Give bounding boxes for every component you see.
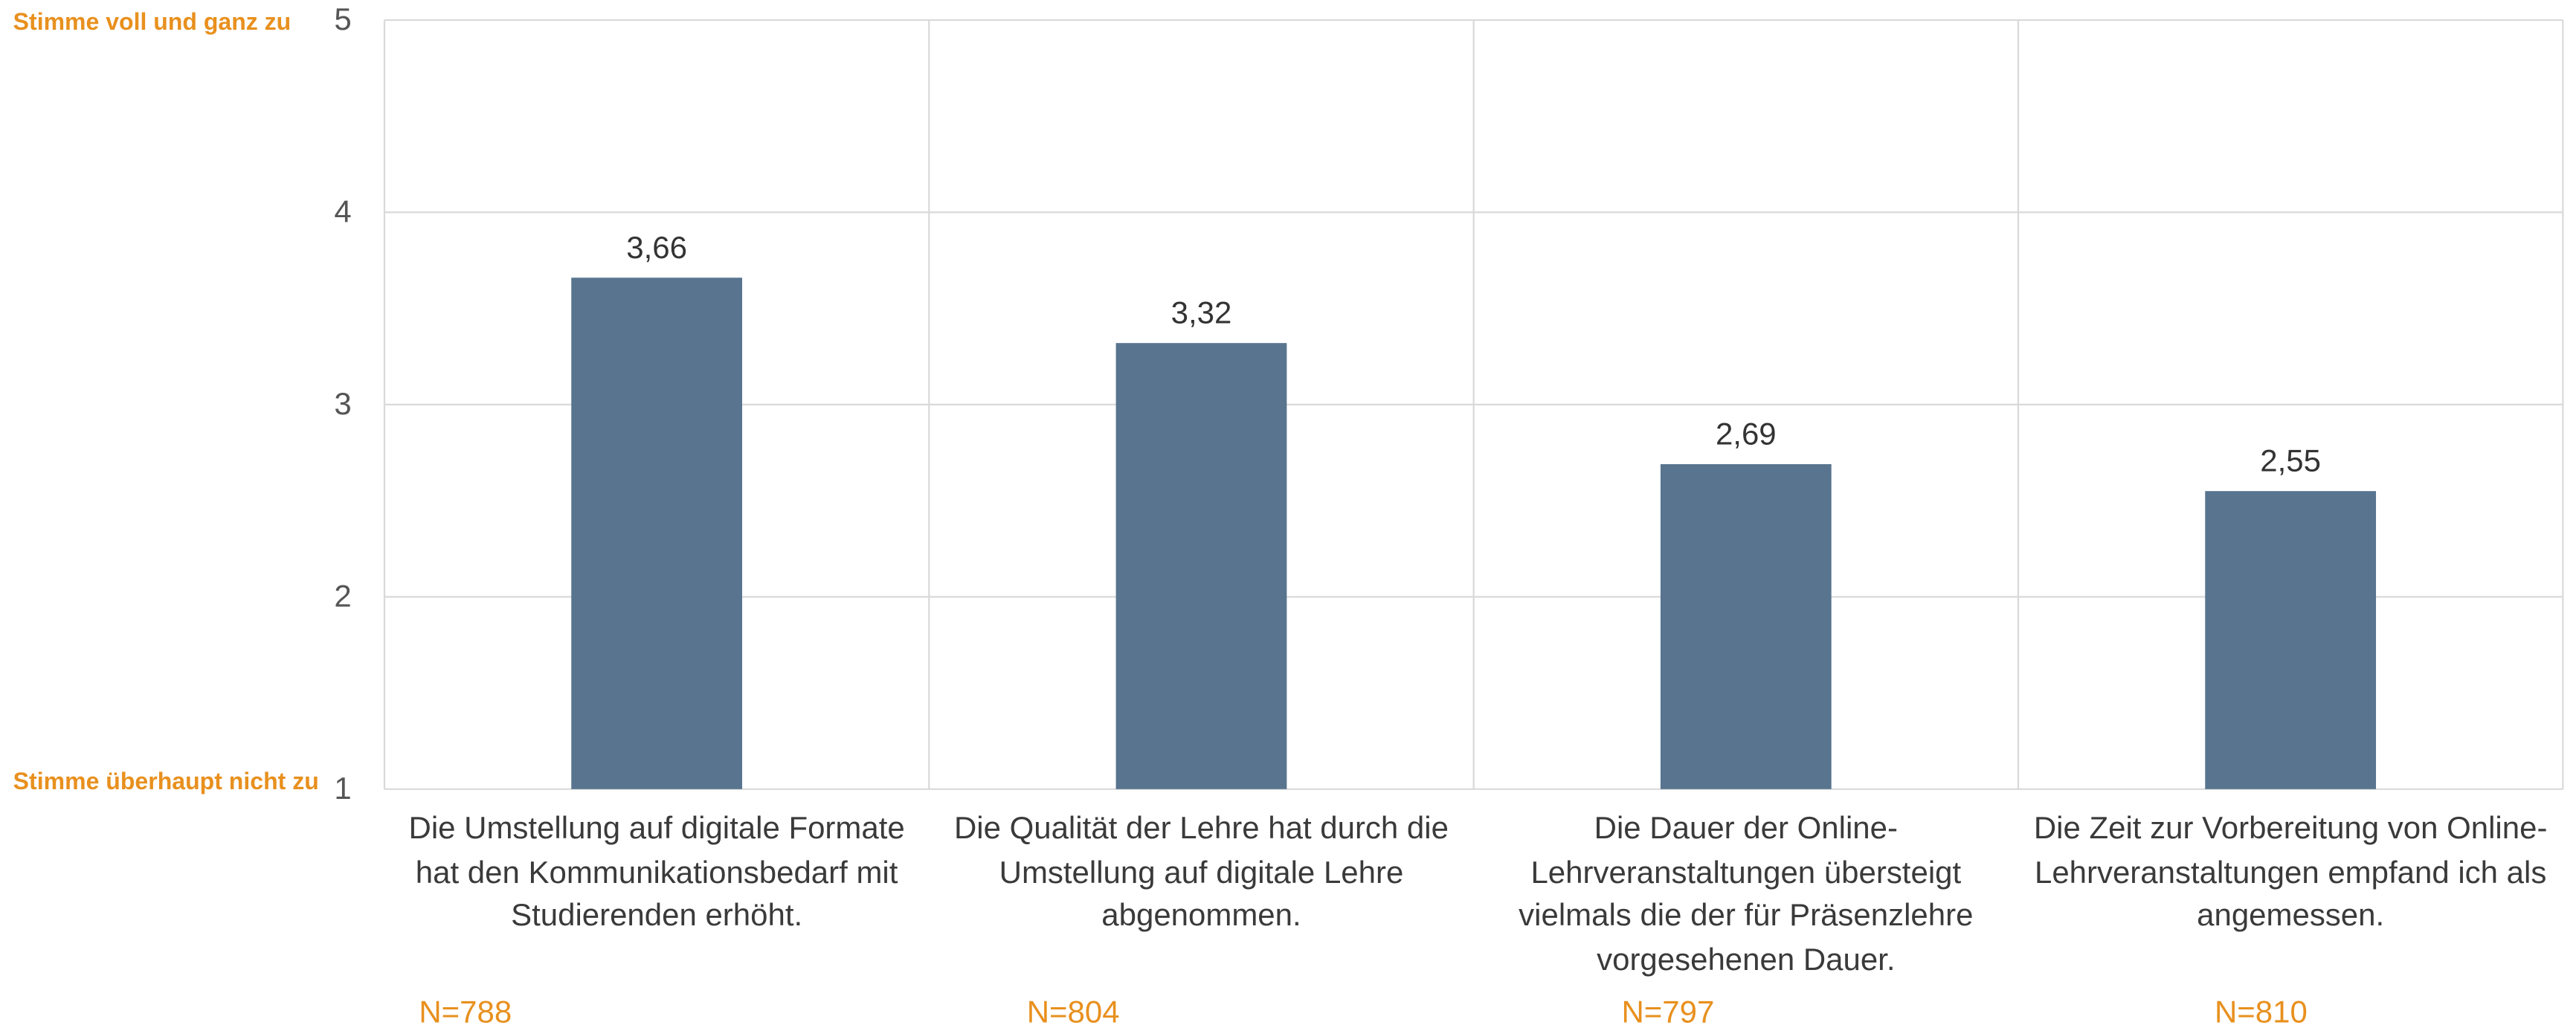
bar xyxy=(2205,491,2377,789)
x-tick-label: Die Zeit zur Vorbereitung von Online-Leh… xyxy=(2033,812,2548,934)
y-tick-label: 5 xyxy=(334,1,351,36)
sample-size-label: N=804 xyxy=(1027,995,1120,1030)
category-label-wrap: Die Umstellung auf digitale Formate hat … xyxy=(408,812,905,934)
sample-size-label: N=797 xyxy=(1621,995,1714,1030)
bar xyxy=(571,277,742,789)
scale-bottom-label: Stimme überhaupt nicht zu xyxy=(13,769,319,796)
y-tick-label: 3 xyxy=(334,386,351,421)
value-label: 2,55 xyxy=(2260,443,2321,478)
value-label: 3,32 xyxy=(1171,295,1232,330)
category-label-wrap: Die Zeit zur Vorbereitung von Online-Leh… xyxy=(2033,812,2548,934)
bar xyxy=(1115,343,1287,789)
scale-bottom-wrap: Stimme überhaupt nicht zu xyxy=(13,769,319,796)
x-tick-label: Die Umstellung auf digitale Formate hat … xyxy=(408,812,905,934)
bar xyxy=(1660,464,1832,789)
value-label: 2,69 xyxy=(1716,417,1777,452)
y-tick-label: 2 xyxy=(334,579,351,614)
sample-size-label: N=810 xyxy=(2215,995,2308,1030)
category-label-wrap: Die Dauer der Online-Lehrveranstaltungen… xyxy=(1519,812,1974,977)
sample-size-label: N=788 xyxy=(419,995,512,1030)
scale-top-label: Stimme voll und ganz zu xyxy=(13,8,292,35)
y-tick-label: 1 xyxy=(334,771,351,806)
y-tick-label: 4 xyxy=(334,194,351,229)
category-label-wrap: Die Qualität der Lehre hat durch die Ums… xyxy=(953,812,1449,934)
x-tick-label: Die Dauer der Online-Lehrveranstaltungen… xyxy=(1519,812,1974,977)
x-tick-label: Die Qualität der Lehre hat durch die Ums… xyxy=(953,812,1449,934)
value-label: 3,66 xyxy=(626,230,687,265)
